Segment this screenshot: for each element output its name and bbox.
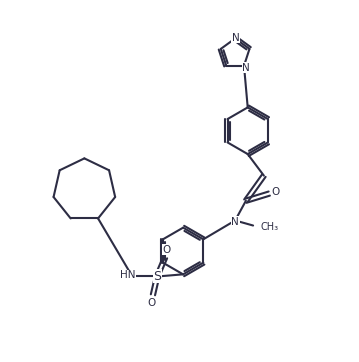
Text: N: N: [232, 33, 240, 43]
Text: O: O: [272, 187, 280, 197]
Text: CH₃: CH₃: [260, 222, 278, 232]
Text: S: S: [153, 270, 161, 283]
Text: O: O: [163, 245, 171, 254]
Text: O: O: [148, 298, 155, 308]
Text: HN: HN: [120, 270, 136, 281]
Text: N: N: [231, 217, 239, 227]
Text: N: N: [242, 63, 250, 73]
